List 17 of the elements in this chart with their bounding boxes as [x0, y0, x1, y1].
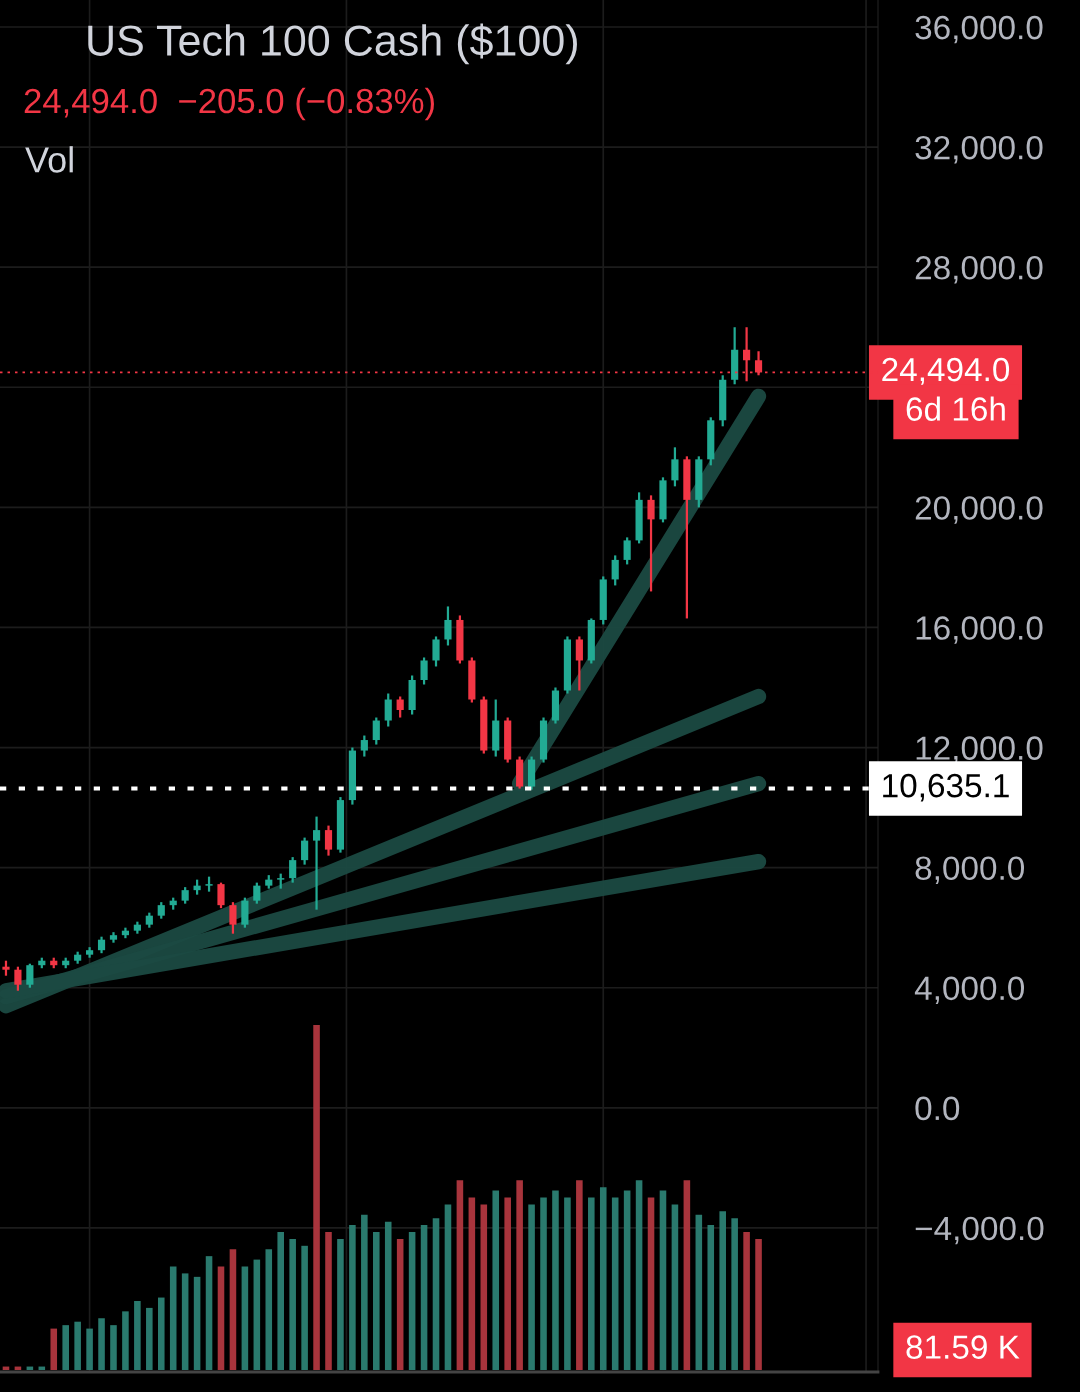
y-tick-label: 4,000.0: [914, 976, 1025, 1005]
y-tick-label: 20,000.0: [915, 496, 1043, 524]
y-tick-label: 32,000.0: [915, 135, 1043, 164]
text: 24,494.0 −205.0 (−0.83%): [24, 87, 434, 121]
text: US Tech 100 Cash ($100): [88, 23, 577, 65]
annotation: Vol: [25, 146, 73, 173]
ref-line-label: 24,494.0: [882, 357, 1010, 386]
y-tick-label: 36,000.0: [915, 15, 1043, 44]
text: 6d 16h: [906, 396, 1005, 421]
ref-line-label: 10,635.1: [883, 773, 1009, 802]
text: 81.59 K: [906, 1335, 1020, 1359]
y-tick-label: 12,000.0: [916, 736, 1043, 764]
y-tick-label: −4,000.0: [915, 1216, 1044, 1245]
y-tick-label: 28,000.0: [915, 256, 1043, 284]
y-tick-label: 8,000.0: [915, 856, 1025, 884]
y-tick-label: 0.0: [915, 1096, 960, 1121]
y-tick-label: 16,000.0: [916, 616, 1043, 644]
